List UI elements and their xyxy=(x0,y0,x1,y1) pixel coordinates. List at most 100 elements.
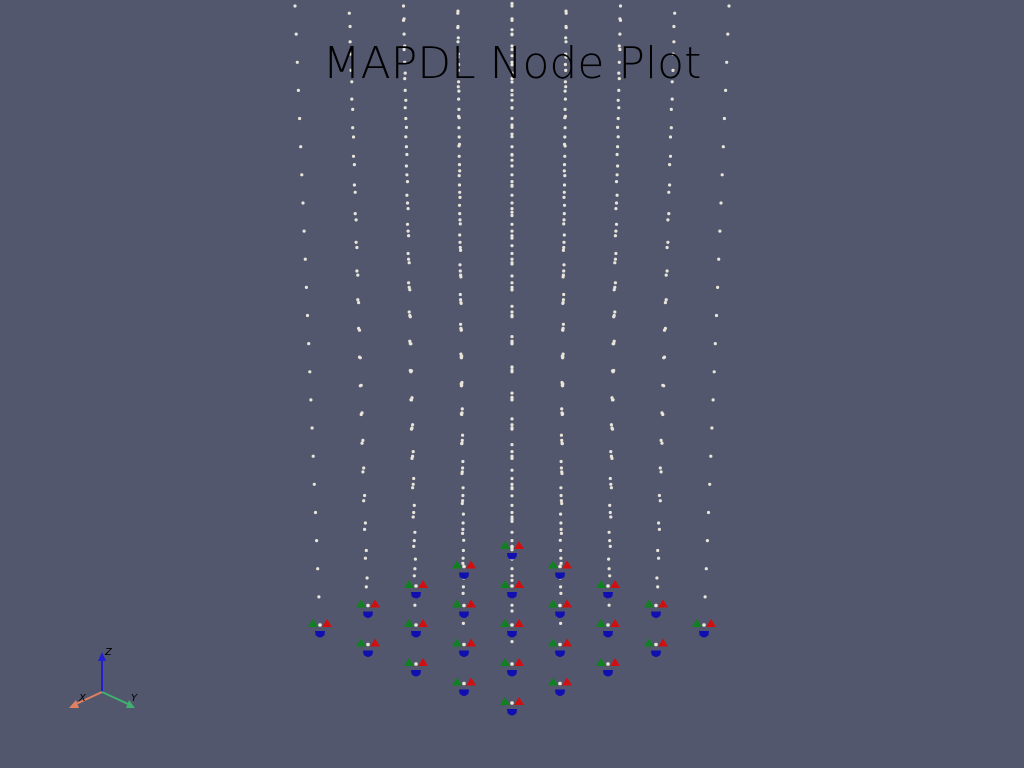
node-point[interactable] xyxy=(510,574,514,578)
constrained-node-point[interactable] xyxy=(462,564,466,569)
node-point[interactable] xyxy=(510,494,514,498)
constrained-node-point[interactable] xyxy=(558,642,562,647)
node-point[interactable] xyxy=(510,443,514,447)
constrained-node-point[interactable] xyxy=(702,623,706,627)
node-point[interactable] xyxy=(563,97,568,101)
node-point[interactable] xyxy=(510,548,514,552)
node-point[interactable] xyxy=(559,531,564,536)
constrained-node-point[interactable] xyxy=(414,662,418,666)
node-point[interactable] xyxy=(407,285,411,289)
node-point[interactable] xyxy=(459,273,463,277)
node-point[interactable] xyxy=(304,285,308,289)
node-point[interactable] xyxy=(614,180,619,184)
node-point[interactable] xyxy=(510,395,514,399)
node-point[interactable] xyxy=(300,173,304,177)
node-point[interactable] xyxy=(457,174,461,178)
node-point[interactable] xyxy=(561,322,566,326)
node-point[interactable] xyxy=(402,32,406,36)
node-point[interactable] xyxy=(510,193,514,197)
node-point[interactable] xyxy=(613,257,618,261)
constrained-node-point[interactable] xyxy=(654,642,658,647)
node-point[interactable] xyxy=(673,11,677,15)
node-point[interactable] xyxy=(315,539,319,543)
node-point[interactable] xyxy=(413,603,417,607)
node-point[interactable] xyxy=(403,106,407,110)
node-point[interactable] xyxy=(711,398,715,402)
node-point[interactable] xyxy=(617,60,621,64)
node-point[interactable] xyxy=(361,438,365,442)
node-point[interactable] xyxy=(559,486,563,490)
node-point[interactable] xyxy=(457,89,461,93)
node-point[interactable] xyxy=(510,503,514,507)
node-point[interactable] xyxy=(612,313,616,318)
node-point[interactable] xyxy=(316,567,320,571)
node-point[interactable] xyxy=(402,47,406,52)
node-point[interactable] xyxy=(657,493,662,498)
node-point[interactable] xyxy=(412,574,416,578)
node-point[interactable] xyxy=(559,512,563,516)
node-point[interactable] xyxy=(403,60,407,64)
node-point[interactable] xyxy=(355,245,359,250)
node-point[interactable] xyxy=(510,251,514,256)
node-point[interactable] xyxy=(559,591,563,596)
node-point[interactable] xyxy=(356,273,360,277)
node-point[interactable] xyxy=(664,298,668,302)
node-point[interactable] xyxy=(564,68,568,72)
node-point[interactable] xyxy=(613,310,617,314)
node-point[interactable] xyxy=(558,538,562,542)
node-point[interactable] xyxy=(458,195,462,199)
node-point[interactable] xyxy=(614,201,619,205)
node-point[interactable] xyxy=(608,503,612,507)
node-point[interactable] xyxy=(408,313,412,318)
node-point[interactable] xyxy=(618,4,623,8)
node-point[interactable] xyxy=(510,281,514,285)
node-point[interactable] xyxy=(563,80,568,84)
node-point[interactable] xyxy=(727,4,731,8)
node-point[interactable] xyxy=(351,135,356,139)
node-point[interactable] xyxy=(615,193,619,197)
node-point[interactable] xyxy=(617,71,621,75)
node-point[interactable] xyxy=(510,4,514,8)
node-point[interactable] xyxy=(461,493,465,498)
node-point[interactable] xyxy=(458,218,462,222)
node-point[interactable] xyxy=(657,521,661,525)
node-point[interactable] xyxy=(510,285,514,289)
node-point[interactable] xyxy=(404,145,408,149)
node-point[interactable] xyxy=(458,263,462,267)
node-point[interactable] xyxy=(563,135,567,139)
node-point[interactable] xyxy=(457,183,462,187)
node-point[interactable] xyxy=(608,476,612,481)
node-point[interactable] xyxy=(403,44,407,48)
node-point[interactable] xyxy=(461,556,465,560)
node-point[interactable] xyxy=(411,423,415,427)
node-point[interactable] xyxy=(656,548,660,553)
node-point[interactable] xyxy=(561,352,565,356)
node-point[interactable] xyxy=(405,180,410,184)
node-point[interactable] xyxy=(510,125,514,129)
node-point[interactable] xyxy=(510,164,514,168)
node-point[interactable] xyxy=(612,288,616,292)
node-point[interactable] xyxy=(510,47,514,52)
node-point[interactable] xyxy=(562,263,566,267)
node-point[interactable] xyxy=(617,44,621,48)
node-point[interactable] xyxy=(618,32,622,36)
node-point[interactable] xyxy=(403,71,407,75)
node-point[interactable] xyxy=(563,126,567,130)
node-point[interactable] xyxy=(457,135,461,139)
node-point[interactable] xyxy=(406,229,410,233)
constrained-node-point[interactable] xyxy=(462,681,466,686)
node-point[interactable] xyxy=(608,574,612,578)
node-point[interactable] xyxy=(458,233,462,237)
node-point[interactable] xyxy=(461,499,465,503)
node-point[interactable] xyxy=(406,207,410,211)
node-point[interactable] xyxy=(607,557,611,561)
node-point[interactable] xyxy=(510,339,514,343)
node-point[interactable] xyxy=(564,40,568,44)
node-point[interactable] xyxy=(666,218,670,222)
node-point[interactable] xyxy=(459,298,463,302)
node-point[interactable] xyxy=(663,301,668,305)
node-point[interactable] xyxy=(349,68,353,72)
node-point[interactable] xyxy=(561,412,565,416)
node-point[interactable] xyxy=(721,145,725,149)
